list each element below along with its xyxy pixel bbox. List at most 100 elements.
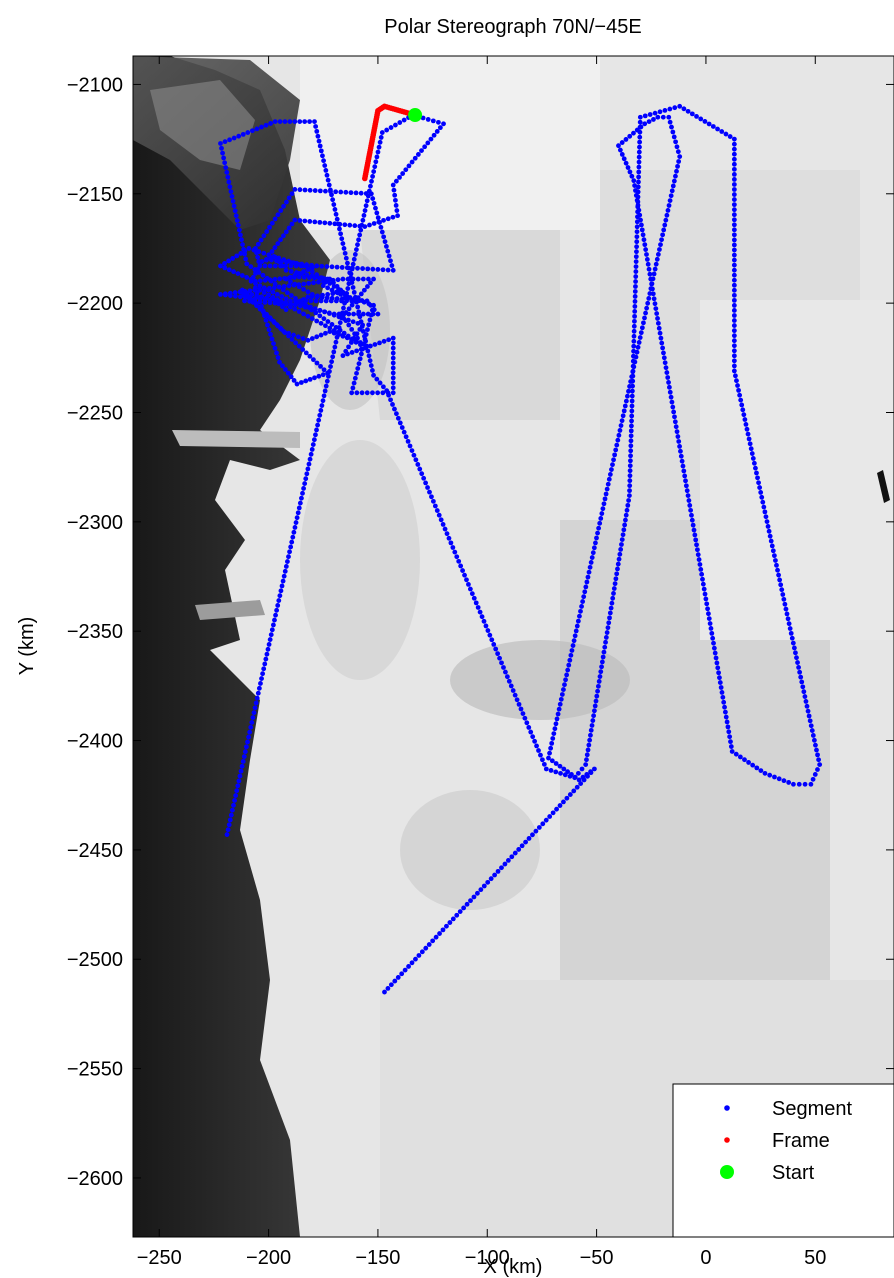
segment-point: [660, 346, 665, 351]
segment-point: [287, 283, 292, 288]
segment-point: [359, 191, 364, 196]
segment-point: [316, 134, 321, 139]
segment-point: [630, 369, 635, 374]
segment-point: [454, 554, 459, 559]
segment-point: [548, 746, 553, 751]
segment-point: [725, 720, 730, 725]
segment-point: [316, 374, 321, 379]
segment-point: [314, 129, 319, 134]
y-tick-label: −2550: [67, 1059, 123, 1081]
segment-point: [624, 161, 629, 166]
segment-point: [263, 264, 268, 269]
segment-point: [307, 354, 312, 359]
segment-point: [610, 462, 615, 467]
segment-point: [240, 764, 245, 769]
segment-point: [393, 198, 398, 203]
segment-point: [329, 359, 334, 364]
segment-point: [273, 217, 278, 222]
segment-point: [291, 333, 296, 338]
segment-point: [323, 389, 328, 394]
segment-point: [314, 264, 319, 269]
segment-point: [449, 540, 454, 545]
segment-point: [307, 219, 312, 224]
segment-point: [637, 150, 642, 155]
segment-point: [306, 314, 311, 319]
segment-point: [341, 290, 346, 295]
segment-point: [750, 763, 755, 768]
segment-point: [307, 462, 312, 467]
segment-point: [454, 913, 459, 918]
segment-point: [786, 616, 791, 621]
segment-point: [390, 402, 395, 407]
segment-point: [686, 109, 691, 114]
segment-point: [672, 414, 677, 419]
segment-point: [631, 364, 636, 369]
segment-point: [320, 295, 325, 300]
segment-point: [434, 935, 439, 940]
segment-point: [218, 141, 223, 146]
segment-point: [365, 349, 370, 354]
segment-point: [584, 757, 589, 762]
segment-point: [410, 960, 415, 965]
segment-point: [408, 444, 413, 449]
segment-point: [302, 275, 307, 280]
segment-point: [698, 562, 703, 567]
segment-point: [634, 244, 639, 249]
segment-point: [275, 241, 280, 246]
segment-point: [231, 199, 236, 204]
segment-point: [247, 730, 252, 735]
segment-point: [362, 288, 367, 293]
segment-point: [350, 337, 355, 342]
segment-point: [780, 592, 785, 597]
segment-point: [341, 353, 346, 358]
segment-point: [577, 614, 582, 619]
start-series: [408, 108, 422, 122]
segment-point: [397, 120, 402, 125]
segment-point: [256, 270, 261, 275]
segment-point: [290, 337, 295, 342]
segment-point: [437, 513, 442, 518]
segment-point: [445, 531, 450, 536]
segment-point: [509, 684, 514, 689]
segment-point: [332, 312, 337, 317]
segment-point: [761, 505, 766, 510]
segment-point: [456, 559, 461, 564]
segment-point: [672, 105, 677, 110]
segment-point: [292, 307, 297, 312]
segment-point: [251, 248, 256, 253]
segment-point: [475, 891, 480, 896]
segment-point: [379, 135, 384, 140]
segment-point: [402, 430, 407, 435]
segment-point: [657, 326, 662, 331]
segment-point: [732, 348, 737, 353]
segment-point: [632, 334, 637, 339]
segment-point: [663, 218, 668, 223]
segment-point: [562, 682, 567, 687]
segment-point: [749, 446, 754, 451]
segment-point: [732, 162, 737, 167]
segment-point: [355, 242, 360, 247]
legend-marker-start: [720, 1165, 734, 1179]
segment-point: [391, 366, 396, 371]
segment-point: [703, 592, 708, 597]
segment-point: [647, 272, 652, 277]
segment-point: [400, 425, 405, 430]
segment-point: [605, 630, 610, 635]
segment-point: [676, 159, 681, 164]
segment-point: [637, 155, 642, 160]
segment-point: [633, 274, 638, 279]
segment-point: [275, 324, 280, 329]
segment-point: [732, 207, 737, 212]
segment-point: [391, 336, 396, 341]
segment-point: [755, 475, 760, 480]
legend-marker-frame: [724, 1137, 730, 1143]
segment-point: [368, 280, 373, 285]
segment-point: [318, 364, 323, 369]
segment-point: [717, 675, 722, 680]
segment-point: [798, 675, 803, 680]
segment-point: [666, 115, 671, 120]
segment-point: [478, 610, 483, 615]
segment-point: [322, 367, 327, 372]
segment-point: [797, 670, 802, 675]
